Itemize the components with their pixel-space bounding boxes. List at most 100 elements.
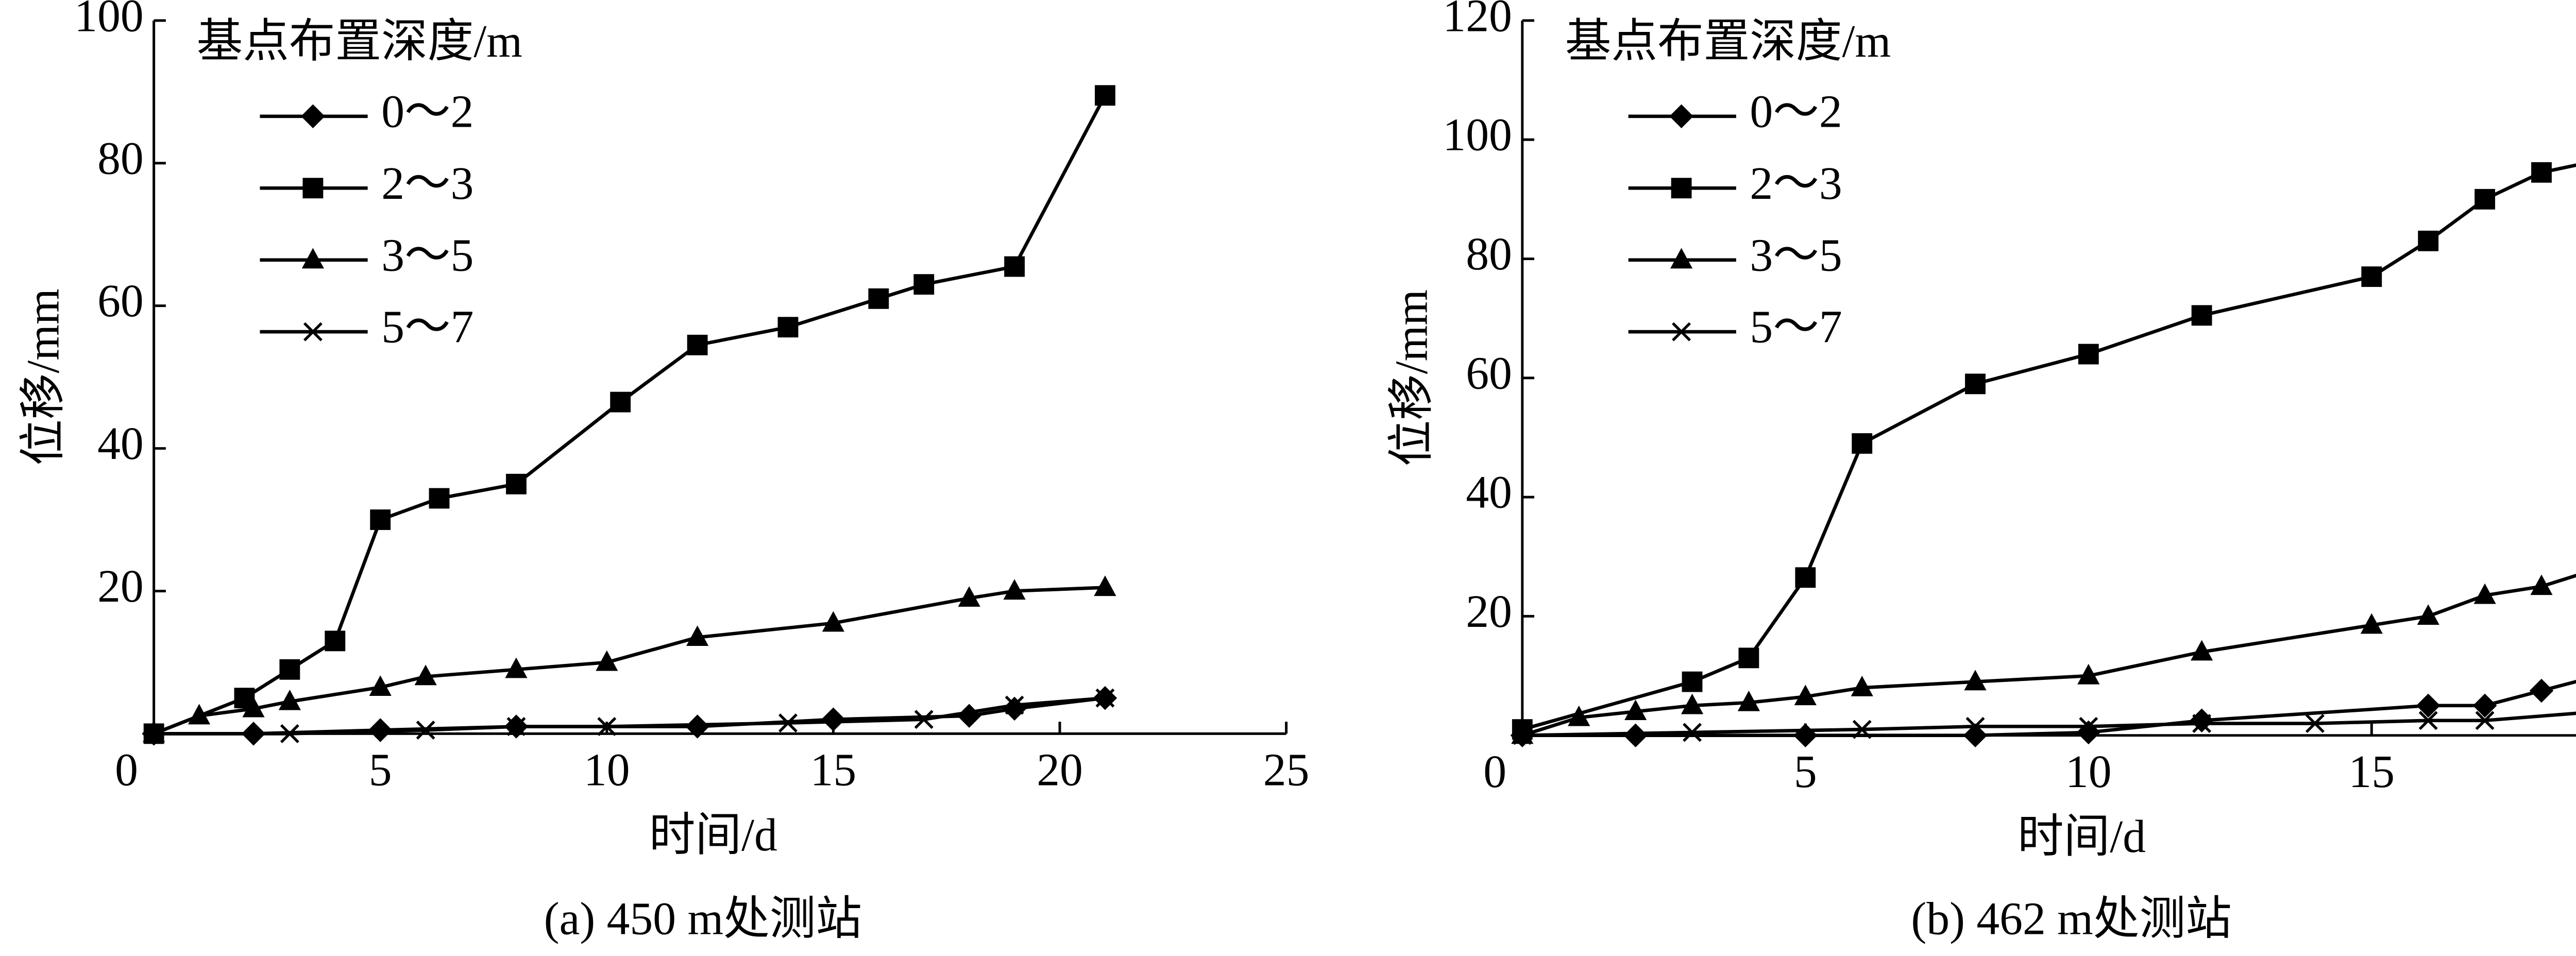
marker: [2192, 714, 2212, 733]
series-line: [1521, 573, 2576, 737]
series-line: [1521, 163, 2576, 731]
marker: [280, 724, 299, 743]
marker: [686, 625, 709, 646]
marker: [370, 509, 391, 530]
series-line: [153, 94, 1107, 736]
legend-marker: [303, 322, 323, 342]
legend-marker: [301, 248, 324, 269]
marker: [2418, 711, 2438, 730]
x-tick-label: 15: [2348, 746, 2395, 797]
y-tick-label: 120: [1443, 0, 1512, 41]
marker: [1964, 670, 1987, 691]
y-tick-label: 100: [74, 0, 143, 41]
marker: [822, 611, 845, 632]
marker: [1004, 256, 1025, 277]
marker: [1002, 696, 1027, 721]
legend-marker: [302, 178, 324, 199]
marker: [1005, 695, 1024, 715]
y-tick-label: 40: [1466, 467, 1512, 518]
marker: [821, 707, 845, 731]
legend-marker: [1672, 322, 1691, 342]
marker: [2417, 604, 2439, 625]
marker: [1794, 685, 1817, 706]
marker: [913, 274, 935, 295]
marker: [144, 724, 164, 743]
marker: [1624, 699, 1647, 721]
marker: [957, 704, 981, 728]
legend-label: 3～5: [381, 230, 473, 281]
marker: [2078, 344, 2099, 365]
x-axis-label: 时间/d: [649, 810, 777, 861]
marker: [687, 334, 708, 355]
marker: [2361, 266, 2382, 287]
marker: [597, 717, 617, 737]
series-line: [1522, 711, 2576, 738]
marker: [958, 586, 980, 607]
marker: [1094, 575, 1116, 596]
x-tick-label: 10: [584, 745, 630, 796]
legend-title: 基点布置深度/m: [197, 16, 522, 67]
marker: [2529, 678, 2554, 703]
y-tick-label: 60: [97, 276, 144, 327]
marker: [1681, 693, 1704, 714]
legend-label: 0～2: [381, 86, 473, 137]
chart-title: (a) 450 m处测站: [544, 893, 862, 944]
x-tick-label: 0: [1483, 746, 1506, 797]
legend-marker: [1670, 248, 1693, 269]
marker: [279, 659, 300, 680]
y-tick-label: 100: [1443, 110, 1512, 161]
marker: [369, 675, 392, 696]
marker: [2305, 714, 2325, 733]
marker: [2079, 716, 2098, 736]
x-tick-label: 5: [1794, 746, 1817, 797]
marker: [416, 720, 435, 740]
marker: [429, 488, 450, 509]
legend-label: 3～5: [1750, 230, 1842, 281]
x-tick-label: 20: [1037, 745, 1083, 796]
marker: [2190, 708, 2214, 733]
marker: [1965, 716, 1985, 736]
chart-title: (b) 462 m处测站: [1911, 893, 2231, 944]
marker: [505, 657, 528, 678]
legend-label: 5～7: [1750, 302, 1842, 353]
legend-marker: [301, 104, 325, 129]
marker: [2530, 574, 2553, 595]
marker: [1683, 723, 1702, 742]
legend-label: 2～3: [1750, 158, 1842, 209]
legend-label: 5～7: [381, 302, 473, 353]
y-tick-label: 40: [97, 418, 144, 469]
marker: [2076, 720, 2101, 745]
marker: [506, 473, 527, 494]
marker: [777, 317, 799, 338]
marker: [188, 704, 211, 725]
x-tick-label: 5: [369, 745, 392, 796]
marker: [1793, 723, 1818, 747]
y-tick-label: 20: [97, 561, 144, 612]
x-tick-label: 15: [810, 745, 857, 796]
marker: [1852, 720, 1872, 739]
marker: [1568, 705, 1590, 726]
marker: [506, 717, 526, 737]
marker: [2360, 613, 2383, 634]
marker: [1003, 579, 1026, 600]
marker: [2077, 663, 2100, 685]
marker: [325, 630, 346, 652]
marker: [1852, 433, 1873, 454]
marker: [1738, 647, 1759, 669]
marker: [1737, 690, 1760, 711]
y-tick-label: 20: [1466, 586, 1512, 637]
marker: [610, 391, 631, 413]
marker: [2475, 189, 2496, 210]
marker: [2418, 230, 2439, 251]
marker: [868, 288, 889, 309]
marker: [1682, 671, 1703, 692]
marker: [414, 664, 437, 686]
marker: [1851, 675, 1873, 696]
y-axis-label: 位移/mm: [1386, 289, 1437, 467]
x-axis-label: 时间/d: [2018, 811, 2146, 862]
marker: [242, 696, 265, 718]
marker: [1095, 85, 1115, 106]
y-tick-label: 80: [97, 133, 144, 184]
marker: [596, 650, 618, 671]
marker: [2191, 305, 2212, 326]
